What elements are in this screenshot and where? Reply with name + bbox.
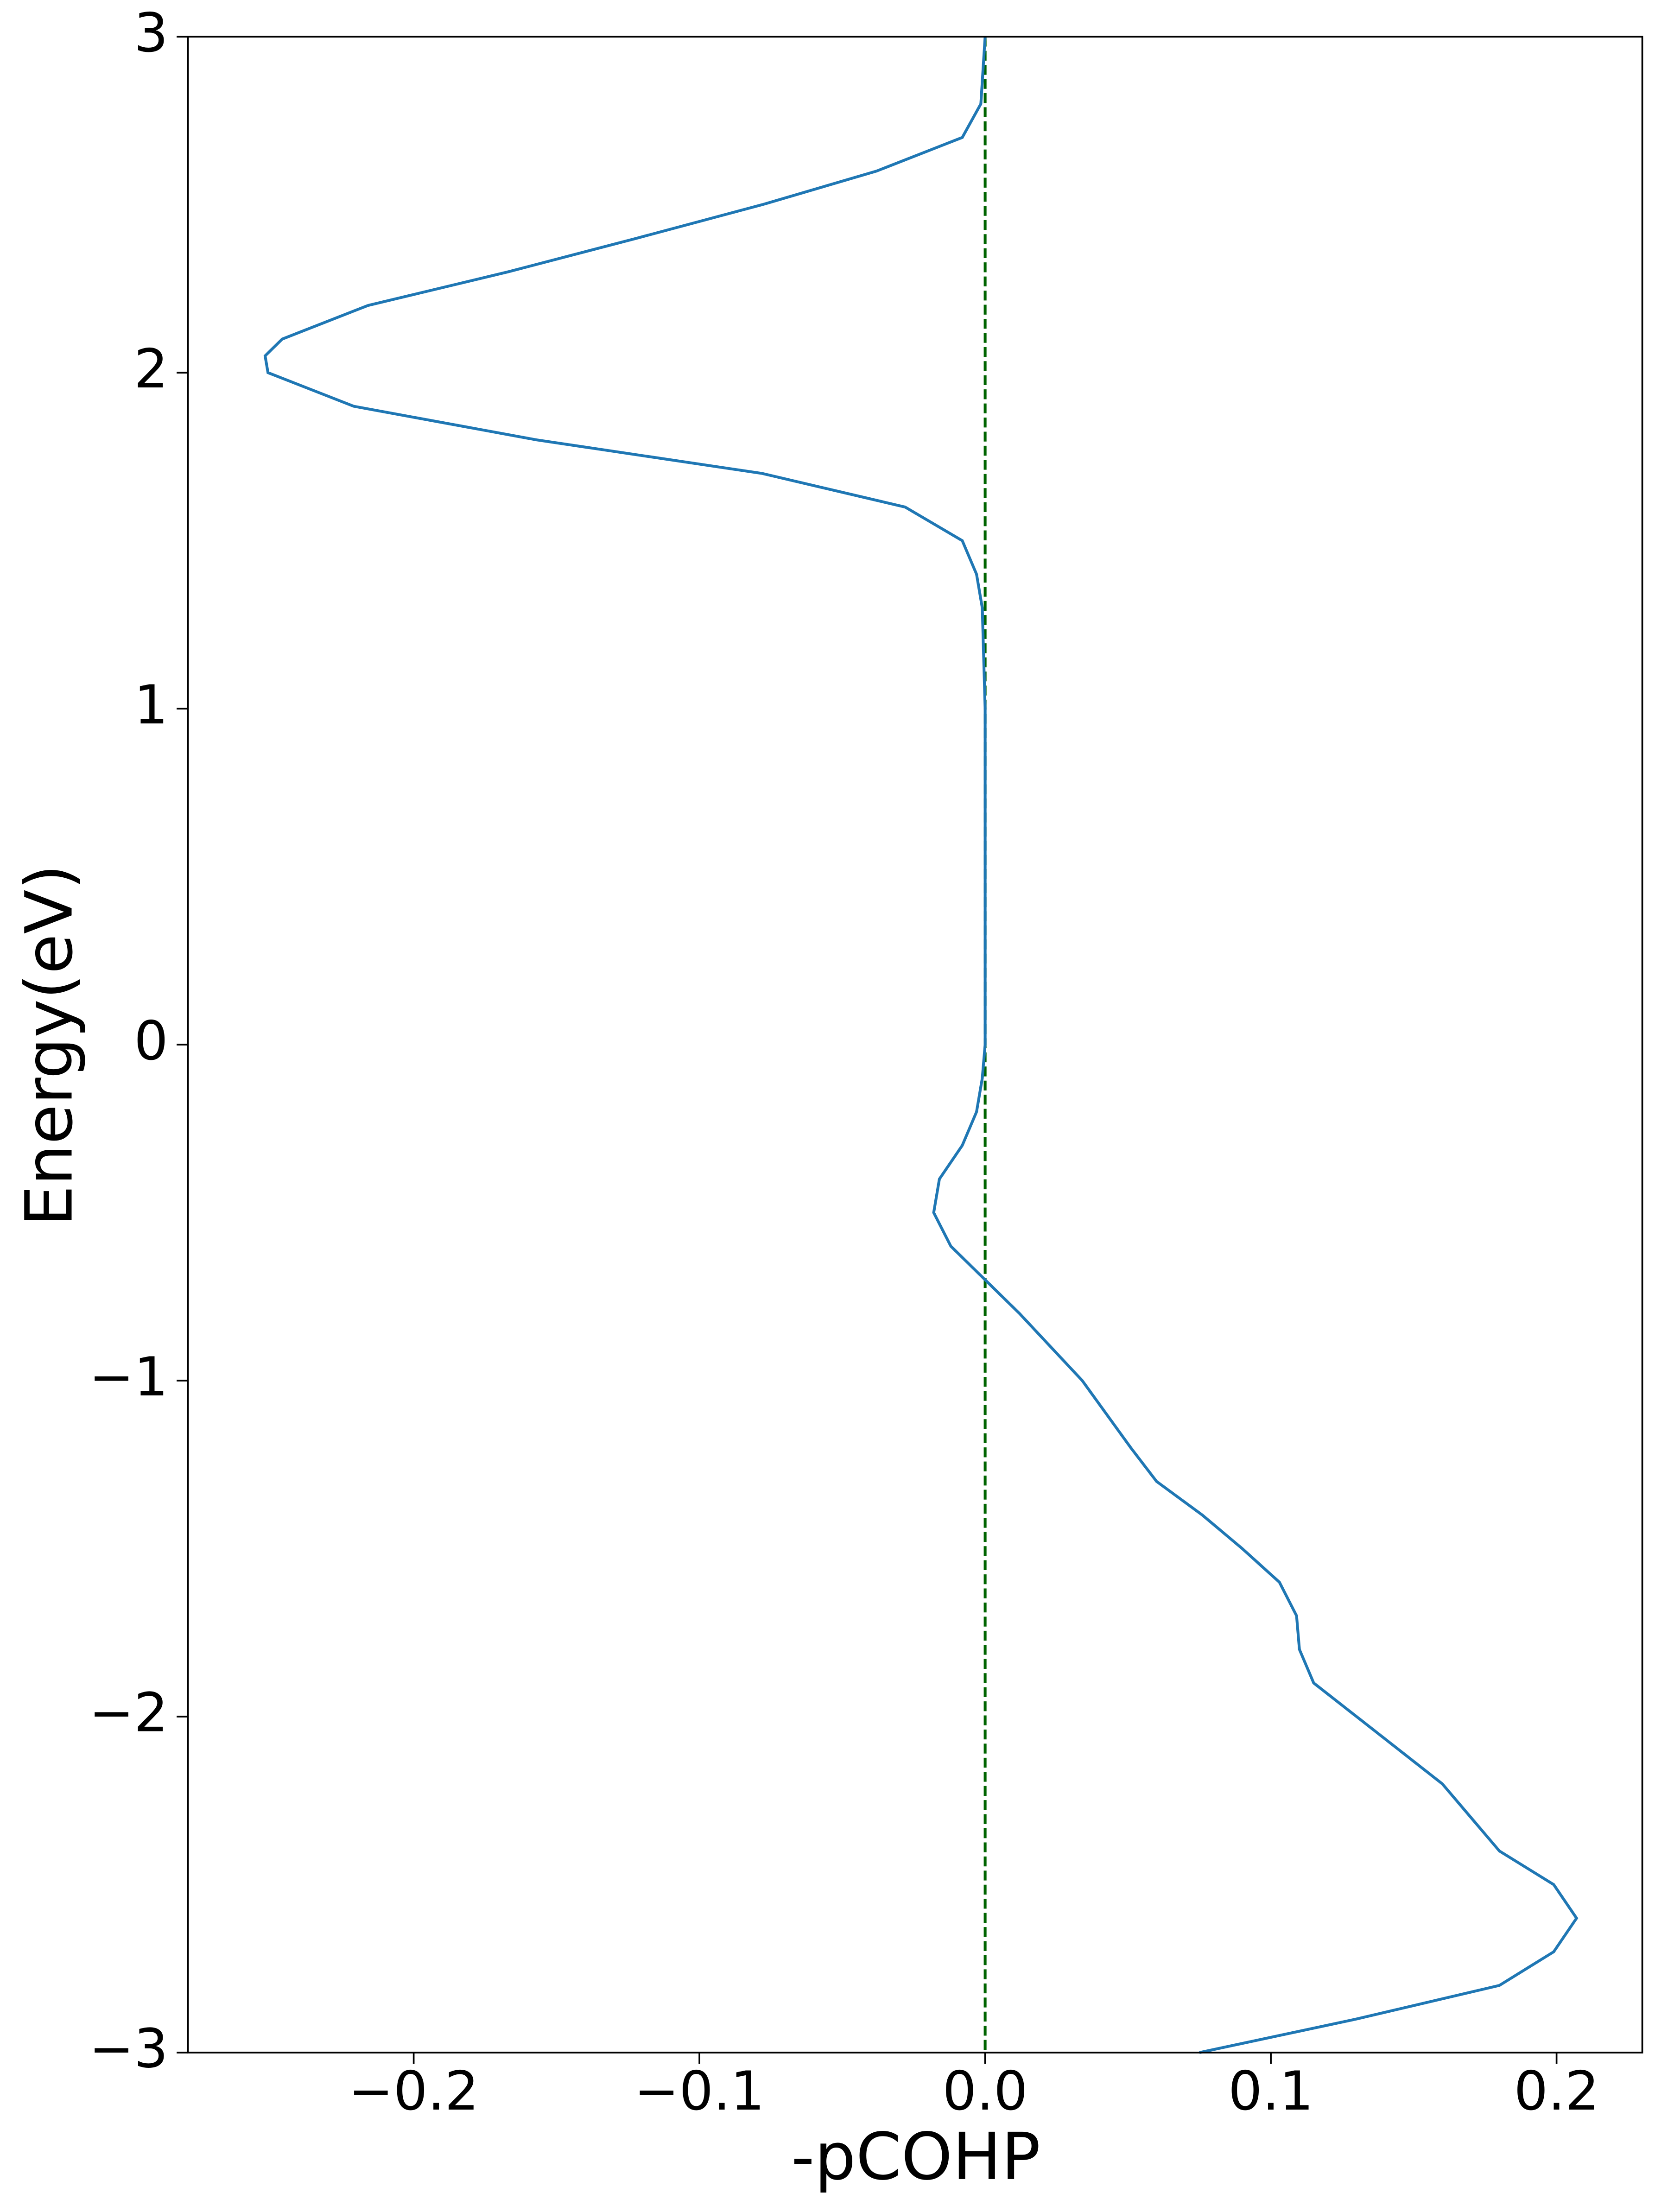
y-tick-label: 1	[134, 674, 168, 736]
y-tick-label: −1	[89, 1346, 168, 1408]
y-tick-label: −2	[89, 1682, 168, 1744]
curve	[263, 36, 1579, 2054]
x-tick-label: −0.1	[634, 2060, 764, 2123]
y-axis-label: Energy(eV)	[12, 864, 87, 1226]
x-tick-label: 0.1	[1228, 2060, 1313, 2123]
x-axis-label: -pCOHP	[791, 2119, 1040, 2195]
y-tick-label: 0	[134, 1010, 168, 1072]
x-tick-label: −0.2	[349, 2060, 479, 2123]
y-tick-label: −3	[89, 2018, 168, 2080]
y-tick-label: 3	[134, 2, 168, 64]
x-tick-label: 0.0	[942, 2060, 1027, 2123]
plot-frame	[187, 36, 1643, 2054]
y-tick-label: 2	[134, 338, 168, 400]
x-tick-label: 0.2	[1514, 2060, 1599, 2123]
